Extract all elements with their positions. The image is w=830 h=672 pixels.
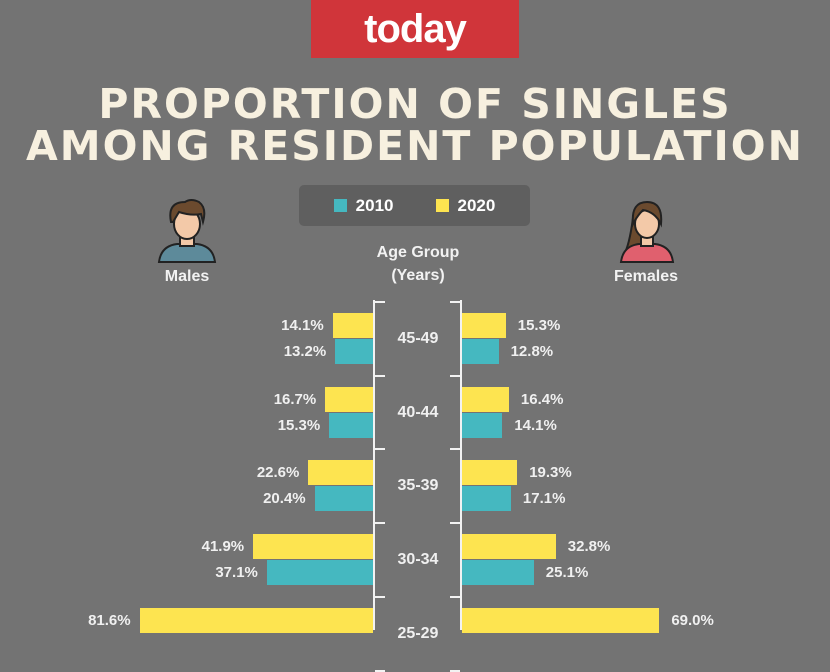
males-label: Males [164,268,210,285]
bar-female-2020 [462,313,506,338]
axis-line-right [460,300,462,630]
axis-label-line1: Age Group [376,244,460,261]
bar-male-2020 [253,534,373,560]
bar-female-2010 [462,560,534,586]
axis-tick [450,669,460,672]
today-logo: today [311,0,519,58]
legend-label-2020: 2020 [457,195,496,215]
bar-female-2010 [462,339,499,364]
axis-tick [450,595,460,598]
female-avatar-icon [619,200,675,263]
value-label-female-2020: 19.3% [529,464,572,482]
axis-tick [375,595,385,598]
axis-tick [450,374,460,377]
bar-male-2010 [314,486,373,512]
value-label-female-2010: 14.1% [514,416,557,434]
value-label-male-2020: 22.6% [256,464,300,482]
value-label-female-2010: 25.1% [545,564,589,582]
bar-male-2020 [325,386,373,412]
bar-male-2020 [308,460,373,486]
value-label-male-2020: 16.7% [273,390,317,408]
age-group-label: 40-44 [397,403,439,421]
axis-line-left [373,300,375,630]
legend-swatch-2020 [435,199,449,212]
value-label-male-2010: 15.3% [277,416,321,434]
bar-female-2020 [462,460,518,486]
bar-male-2020 [332,313,373,338]
bar-female-2010 [462,486,511,512]
legend-item-2010: 2010 [333,195,394,216]
value-label-female-2010: 12.8% [510,343,554,360]
bar-male-2010 [266,560,373,586]
value-label-male-2010: 20.4% [263,490,306,508]
bar-female-2020 [462,386,509,412]
male-avatar-icon [157,199,217,263]
axis-tick [375,448,385,451]
age-group-label: 45-49 [397,330,439,347]
bar-male-2020 [139,607,373,633]
axis-tick [450,301,460,303]
value-label-female-2010: 17.1% [522,490,566,508]
age-group-label: 35-39 [397,477,439,495]
axis-tick [450,448,460,451]
axis-tick [450,522,460,525]
value-label-male-2020: 41.9% [201,538,245,556]
value-label-male-2010: 37.1% [215,564,258,582]
legend-label-2010: 2010 [355,195,394,215]
value-label-male-2010: 13.2% [283,343,327,360]
bar-female-2020 [462,607,660,633]
value-label-female-2020: 32.8% [567,538,611,556]
axis-tick [375,301,385,303]
legend-swatch-2010 [333,199,347,212]
legend-item-2020: 2020 [435,195,496,216]
value-label-male-2020: 14.1% [281,317,324,334]
chart-title-line1: PROPORTION OF SINGLES [98,80,732,128]
females-label: Females [613,268,679,285]
legend: 2010 2020 [299,185,530,226]
bar-male-2010 [335,339,373,364]
value-label-female-2020: 15.3% [517,317,561,334]
value-label-female-2020: 16.4% [520,390,564,408]
axis-tick [375,374,385,377]
value-label-female-2020: 69.0% [671,611,714,629]
axis-label-line2: (Years) [391,267,445,284]
age-group-label: 30-34 [397,551,439,569]
bar-male-2010 [329,412,373,438]
chart-title-line2: AMONG RESIDENT POPULATION [26,122,804,170]
axis-tick [375,522,385,525]
age-group-label: 25-29 [397,624,439,642]
bar-female-2010 [462,412,503,438]
bar-female-2020 [462,534,556,560]
value-label-male-2020: 81.6% [88,611,131,629]
axis-tick [375,669,385,672]
